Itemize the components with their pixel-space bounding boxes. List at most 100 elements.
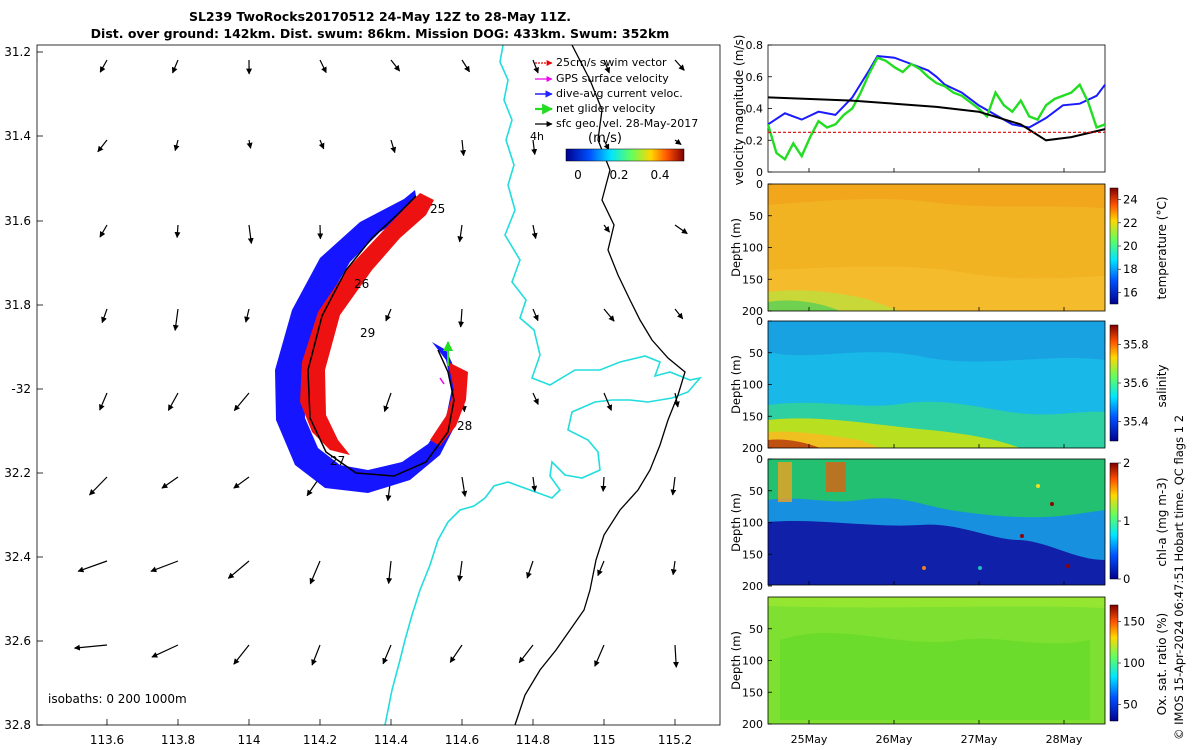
velocity-arrow <box>594 644 605 667</box>
lat-tick-32-2: 32.2 <box>4 466 31 480</box>
oxygen-panel: 50 100 150 Ox. sat. ratio (%) <box>767 596 1169 725</box>
velocity-arrow <box>174 224 181 239</box>
colorbar-tick-label: 50 <box>1123 697 1138 711</box>
velocity-arrow <box>171 59 179 74</box>
depth-tick-label: 200 <box>742 442 763 455</box>
chla-clabel: chl-a (mg m-3) <box>1155 477 1169 566</box>
map-panel: 25 26 29 28 27 113.6 113.8 114 114.2 114… <box>4 44 721 747</box>
legend-4h: 4h <box>530 130 544 143</box>
velocity-arrow <box>37 477 38 478</box>
velocity-arrow <box>461 59 471 73</box>
velocity-arrow <box>670 560 677 576</box>
colorbar-tick-label: 35.8 <box>1123 337 1149 351</box>
velocity-arrow <box>382 644 392 665</box>
colorbar-tick-0-4: 0.4 <box>650 168 669 182</box>
velocity-arrow <box>161 476 179 489</box>
depth-tick-label: 100 <box>742 379 763 392</box>
salinity-colorbar-ticks: 35.4 35.6 35.8 <box>1118 337 1149 429</box>
velocity-arrow <box>73 644 108 651</box>
legend-swim: 25cm/s swim vector <box>556 56 667 69</box>
depth-tick-label: 150 <box>742 410 763 423</box>
velocity-arrow <box>532 59 539 74</box>
velocity-arrow <box>518 644 534 664</box>
colorbar-tick-0: 0 <box>574 168 582 182</box>
chla-colorbar-ticks: 0 1 2 <box>1118 456 1130 586</box>
chla-frame <box>767 458 1106 586</box>
chla-dot <box>922 566 926 570</box>
velocity-arrow <box>244 308 250 323</box>
velocity-arrow <box>603 224 610 233</box>
velocity-arrow <box>386 560 393 585</box>
depth-tick-label: 150 <box>742 273 763 286</box>
colorbar-tick-label: 18 <box>1123 262 1138 276</box>
oxygen-clabel: Ox. sat. ratio (%) <box>1155 613 1169 715</box>
map-frame <box>36 44 721 726</box>
credit-text: © IMOS 15-Apr-2024 06:47:51 Hobart time.… <box>1172 414 1186 740</box>
chla-dot <box>1050 502 1054 506</box>
day-label-29: 29 <box>360 326 375 340</box>
velocity-arrow <box>97 139 108 153</box>
velocity-arrow <box>526 560 534 579</box>
colorbar-tick-0-2: 0.2 <box>609 168 628 182</box>
time-tick-25may: 25May <box>791 733 828 746</box>
velocity-arrow <box>246 139 253 149</box>
velocity-arrow <box>461 476 468 497</box>
lat-tick-31-6: 31.6 <box>4 214 31 228</box>
speed-colorbar <box>565 148 685 162</box>
map-legend: 25cm/s swim vector GPS surface velocity … <box>530 56 698 182</box>
velocity-ytick-label: 0.2 <box>746 134 764 147</box>
depth-tick-label: 100 <box>742 242 763 255</box>
velocity-series <box>766 55 1106 162</box>
lat-tick-31-4: 31.4 <box>4 129 31 143</box>
swim-vector-band <box>300 193 434 455</box>
chla-colorbar <box>1109 462 1119 580</box>
velocity-series-dive-avg-current-veloc- <box>767 55 1106 129</box>
lat-tick-32-8: 32.8 <box>4 718 31 732</box>
glider-track <box>275 190 468 493</box>
chla-dot <box>1036 484 1040 488</box>
velocity-arrow <box>603 139 610 151</box>
oxygen-colorbar <box>1109 604 1119 722</box>
velocity-arrow <box>99 392 108 411</box>
lat-tick-32-4: 32.4 <box>4 550 31 564</box>
colorbar-tick-label: 2 <box>1123 456 1130 470</box>
velocity-arrow <box>390 59 401 72</box>
velocity-arrow <box>172 308 179 331</box>
depth-tick-label: 0 <box>756 178 763 191</box>
lon-tick-114-2: 114.2 <box>303 733 337 747</box>
velocity-arrow <box>319 59 327 74</box>
legend-dive: dive-avg current veloc. <box>556 87 683 100</box>
coastline <box>384 45 703 725</box>
chla-dot <box>978 566 982 570</box>
depth-tick-label: 200 <box>742 580 763 593</box>
velocity-arrow <box>600 476 607 492</box>
velocity-arrow <box>531 224 538 240</box>
title-line-1: SL239 TwoRocks20170512 24-May 12Z to 28-… <box>188 9 572 24</box>
depth-tick-label: 0 <box>756 315 763 328</box>
time-tick-26may: 26May <box>876 733 913 746</box>
chla-dot <box>1020 534 1024 538</box>
swim-vector-band-2 <box>430 362 468 446</box>
depth-tick-label: 150 <box>742 686 763 699</box>
velocity-arrow <box>603 308 615 322</box>
velocity-arrow <box>603 59 611 74</box>
colorbar-tick-label: 0 <box>1123 572 1130 586</box>
velocity-arrows <box>37 59 688 725</box>
isobath-label: isobaths: 0 200 1000m <box>48 692 187 706</box>
depth-ylabel: Depth (m) <box>729 355 743 414</box>
velocity-arrow <box>458 308 465 328</box>
velocity-ylabel: velocity magnitude (m/s) <box>732 35 746 186</box>
lon-tick-114-4: 114.4 <box>374 733 408 747</box>
time-tick-27may: 27May <box>961 733 998 746</box>
temperature-colorbar <box>1109 187 1119 305</box>
chla-patch-2 <box>826 462 846 492</box>
velocity-arrow <box>89 476 108 496</box>
depth-axes: 0 50 100 150 200 Depth (m) 0 50 100 150 200 Depth (… <box>729 168 1065 731</box>
depth-ylabel: Depth (m) <box>729 493 743 552</box>
colorbar-tick-label: 150 <box>1123 615 1145 629</box>
lon-tick-115-2: 115.2 <box>658 733 692 747</box>
time-tick-28may: 28May <box>1046 733 1083 746</box>
day-label-26: 26 <box>354 277 369 291</box>
net-glider-track <box>307 195 455 477</box>
depth-tick-label: 200 <box>742 305 763 318</box>
